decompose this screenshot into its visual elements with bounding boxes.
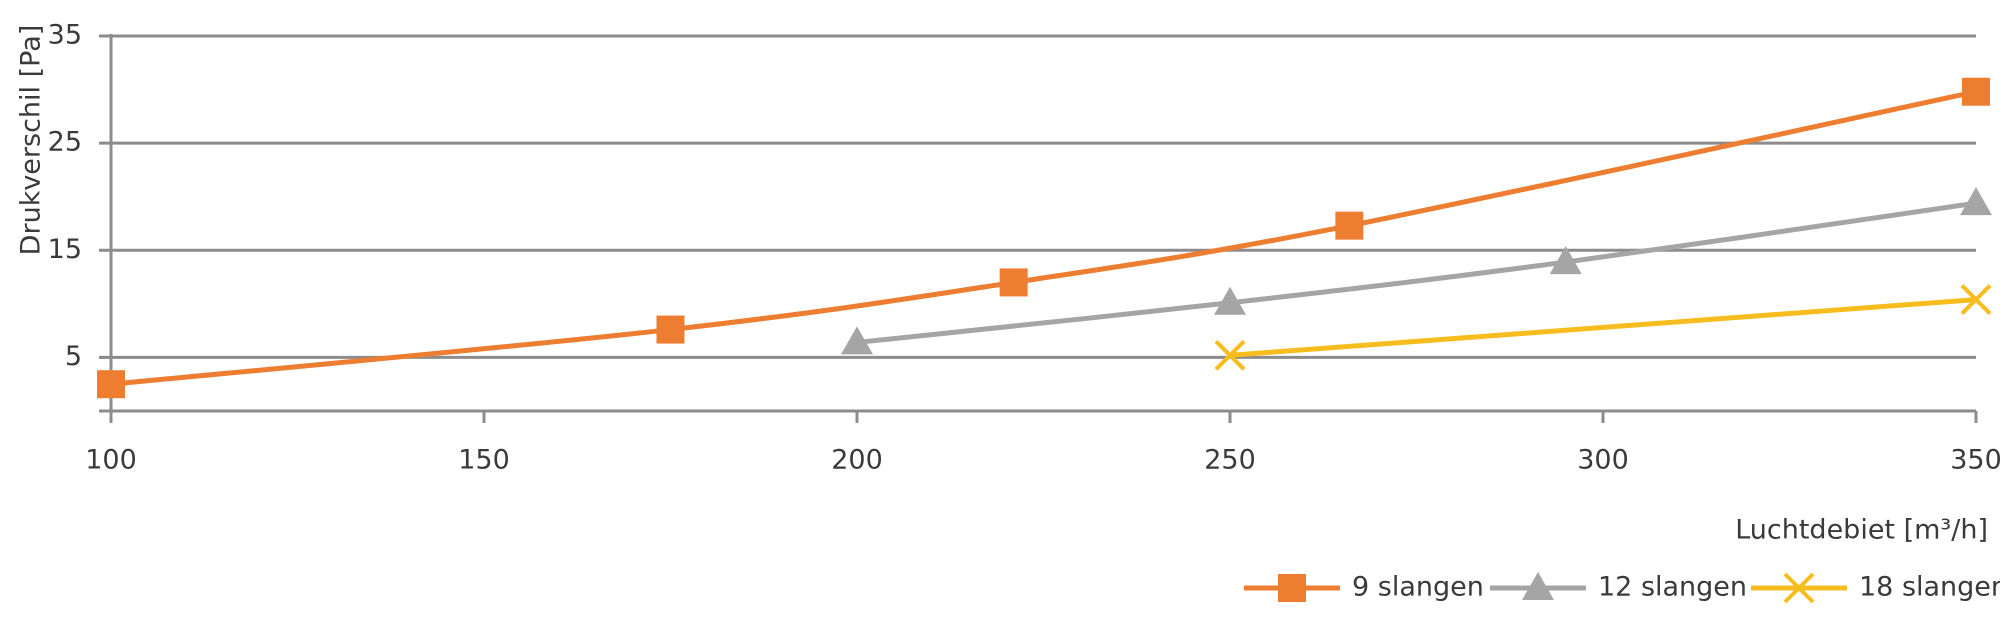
x-tick-label: 350 xyxy=(1950,445,2000,476)
series-line xyxy=(110,89,1977,387)
data-point xyxy=(1962,77,1990,106)
legend-label: 18 slangen xyxy=(1859,572,2000,603)
data-point xyxy=(656,315,685,344)
data-point xyxy=(1214,339,1246,371)
x-tick-label: 200 xyxy=(831,445,883,476)
x-tick-label: 250 xyxy=(1204,445,1256,476)
x-tick-label: 300 xyxy=(1577,445,1629,476)
x-axis-title: Luchtdebiet [m³/h] xyxy=(1735,515,1988,546)
x-tick-label: 100 xyxy=(85,445,137,476)
data-point xyxy=(1214,286,1246,315)
x-tick-label: 150 xyxy=(458,445,510,476)
legend-label: 9 slangen xyxy=(1352,572,1484,603)
data-point xyxy=(841,326,873,355)
legend-label: 12 slangen xyxy=(1598,572,1747,603)
y-tick-label: 15 xyxy=(48,234,82,265)
legend-marker xyxy=(1278,574,1306,602)
data-point xyxy=(999,268,1028,297)
y-axis-title: Drukverschil [Pa] xyxy=(16,25,47,256)
series-line xyxy=(1229,297,1977,358)
data-point xyxy=(1960,187,1992,216)
y-tick-label: 5 xyxy=(65,341,82,372)
y-tick-label: 35 xyxy=(48,20,82,51)
data-point xyxy=(97,370,125,399)
data-point xyxy=(1335,211,1364,240)
legend-marker xyxy=(1522,572,1554,600)
series-line xyxy=(856,200,1977,345)
y-tick-label: 25 xyxy=(48,127,82,158)
data-point xyxy=(1960,284,1992,315)
data-point xyxy=(1549,246,1582,275)
legend-marker xyxy=(1783,572,1815,604)
